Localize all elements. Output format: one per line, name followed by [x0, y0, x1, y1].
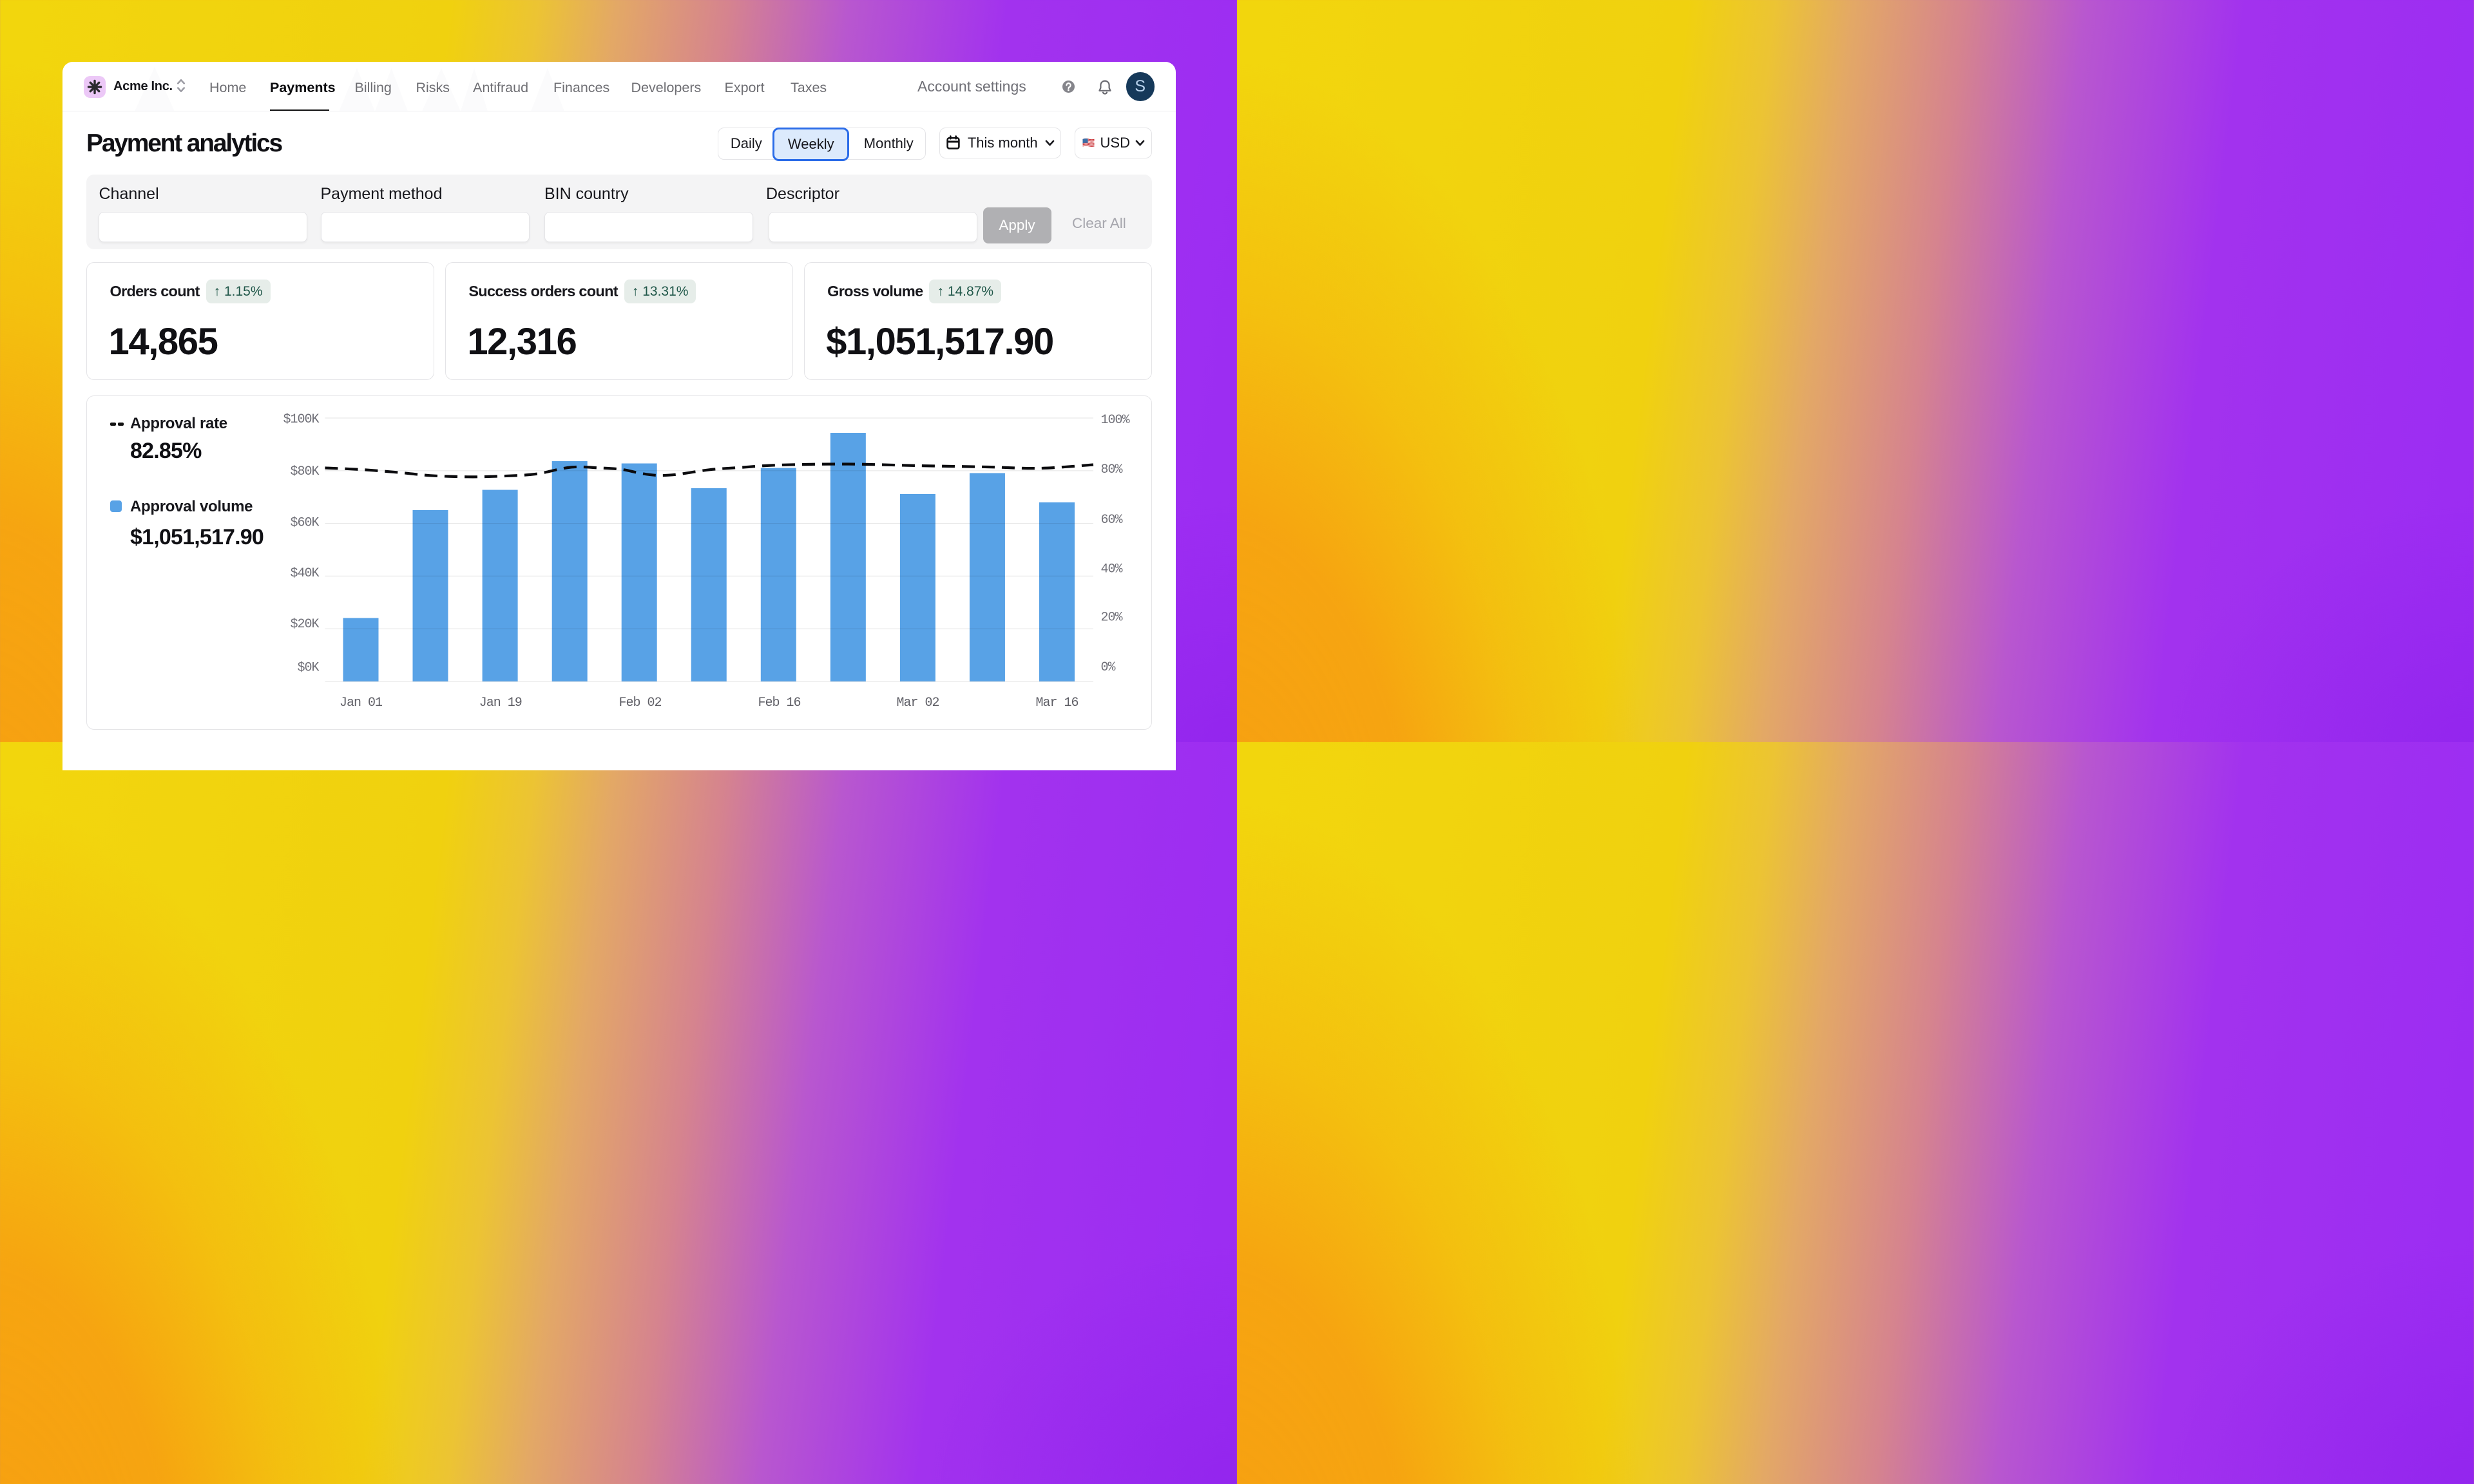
svg-text:Mar 02: Mar 02 — [896, 696, 939, 710]
svg-text:Feb 16: Feb 16 — [758, 696, 800, 710]
svg-text:Feb 02: Feb 02 — [618, 696, 661, 710]
svg-text:Jan 01: Jan 01 — [340, 696, 383, 710]
svg-text:$20K: $20K — [290, 617, 319, 632]
svg-text:100%: 100% — [1101, 413, 1131, 428]
svg-text:80%: 80% — [1101, 462, 1124, 477]
svg-text:Jan 19: Jan 19 — [479, 696, 522, 710]
svg-text:$40K: $40K — [290, 566, 319, 581]
svg-text:$60K: $60K — [290, 516, 319, 531]
svg-text:20%: 20% — [1101, 611, 1124, 625]
svg-text:Mar 16: Mar 16 — [1035, 696, 1078, 710]
svg-text:40%: 40% — [1101, 562, 1124, 577]
svg-text:$0K: $0K — [297, 661, 319, 676]
svg-text:$80K: $80K — [290, 464, 319, 479]
svg-text:60%: 60% — [1101, 513, 1124, 528]
svg-text:0%: 0% — [1101, 660, 1117, 675]
svg-text:$100K: $100K — [283, 412, 319, 427]
